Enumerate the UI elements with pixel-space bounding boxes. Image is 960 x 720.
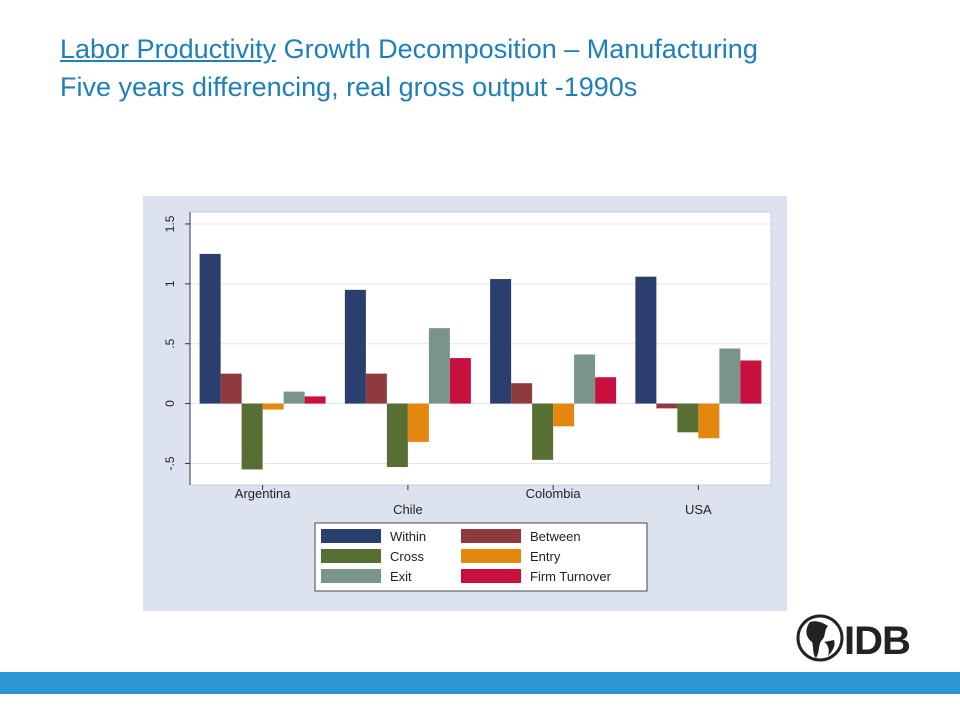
title-link[interactable]: Labor Productivity (60, 34, 277, 64)
bar-colombia-entry (553, 403, 575, 427)
y-tick-label: .5 (163, 338, 177, 348)
legend-swatch-entry (461, 549, 521, 563)
bottom-bar (0, 672, 960, 694)
legend-label: Firm Turnover (530, 569, 612, 584)
y-tick-label: -.5 (163, 456, 177, 470)
legend-swatch-within (321, 529, 381, 543)
bar-usa-between (656, 403, 678, 409)
bar-chile-within (344, 289, 366, 404)
bar-argentina-between (220, 373, 242, 404)
y-tick-label: 0 (163, 400, 177, 407)
bar-usa-exit (719, 348, 741, 404)
idb-logo: IDB (794, 612, 928, 664)
legend-label: Between (530, 529, 581, 544)
title-rest: Growth Decomposition – Manufacturing (276, 34, 758, 64)
bar-colombia-cross (532, 403, 554, 460)
bar-argentina-within (199, 253, 221, 404)
legend-swatch-between (461, 529, 521, 543)
legend-swatch-cross (321, 549, 381, 563)
bar-chile-entry (407, 403, 429, 442)
bar-usa-within (635, 276, 657, 404)
legend-label: Exit (390, 569, 412, 584)
x-tick-label: Colombia (526, 486, 582, 501)
bar-colombia-between (511, 383, 533, 404)
bar-usa-entry (698, 403, 720, 439)
y-tick-label: 1 (163, 280, 177, 287)
bar-argentina-exit (283, 391, 305, 404)
logo-text: IDB (844, 619, 910, 663)
bar-chart: -.5 0 .5 1 1.5 Argentina Chile Colombia USA Withi… (163, 211, 772, 592)
bar-colombia-firm-turnover (595, 377, 617, 404)
bar-chile-between (365, 373, 387, 404)
legend-swatch-exit (321, 569, 381, 583)
bar-colombia-within (490, 279, 512, 404)
bar-chile-exit (428, 328, 450, 404)
legend-label: Within (390, 529, 426, 544)
legend-swatch-firm-turnover (461, 569, 521, 583)
legend-label: Entry (530, 549, 561, 564)
bar-usa-cross (677, 403, 699, 433)
legend-label: Cross (390, 549, 424, 564)
x-tick-label: Chile (393, 502, 423, 517)
chart-panel: -.5 0 .5 1 1.5 Argentina Chile Colombia USA Withi… (143, 196, 787, 611)
y-tick-label: 1.5 (163, 215, 177, 232)
slide-subtitle: Five years differencing, real gross outp… (60, 72, 638, 102)
globe-continents (806, 621, 828, 658)
plot-area (189, 211, 772, 486)
bar-chile-firm-turnover (449, 358, 471, 404)
x-tick-label: Argentina (235, 486, 291, 501)
bar-colombia-exit (574, 354, 596, 404)
bar-argentina-entry (262, 403, 284, 410)
bar-chile-cross (386, 403, 408, 468)
bar-usa-firm-turnover (740, 360, 762, 404)
slide-title: Labor Productivity Growth Decomposition … (60, 30, 920, 106)
bar-argentina-cross (241, 403, 263, 470)
bar-argentina-firm-turnover (304, 396, 326, 404)
x-tick-label: USA (685, 502, 712, 517)
